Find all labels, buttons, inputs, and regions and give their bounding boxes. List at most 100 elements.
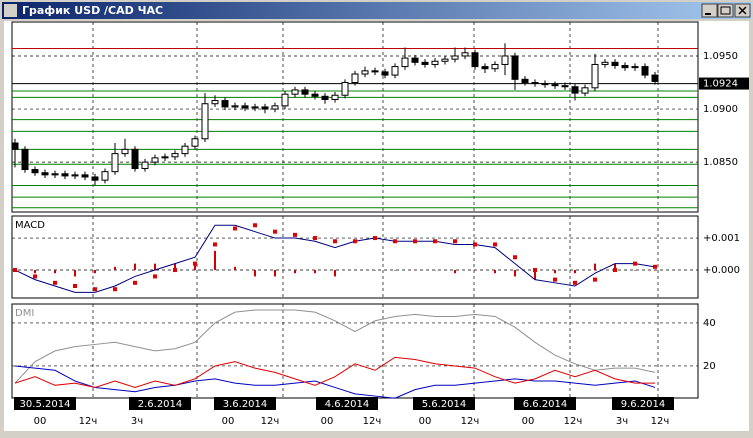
signal-dot — [313, 236, 317, 241]
candle-body — [451, 55, 459, 60]
histogram-bar — [174, 263, 176, 271]
time-axis: 30.5.2014 2.6.2014 3.6.2014 4.6.2014 5.6.201… — [14, 397, 674, 427]
histogram-bar — [434, 270, 436, 271]
histogram-bar — [534, 270, 536, 280]
candle-body — [561, 85, 569, 88]
date-label: 5.6.2014 — [422, 399, 467, 410]
candle-body — [511, 55, 519, 80]
hour-label: 3ч — [131, 416, 143, 427]
hour-label: 00 — [522, 416, 535, 427]
candle-body — [391, 66, 399, 76]
histogram-bar — [194, 263, 196, 271]
last-price-label: 1.0924 — [703, 79, 738, 90]
candle-body — [591, 63, 599, 89]
signal-dot — [453, 239, 457, 244]
histogram-bar — [654, 270, 656, 271]
candle-body — [71, 174, 79, 177]
histogram-bar — [494, 270, 496, 274]
candle-body — [411, 57, 419, 63]
window-icon — [4, 4, 17, 17]
candle-body — [141, 161, 149, 169]
dmi-pane — [11, 303, 699, 399]
candle-body — [421, 61, 429, 65]
candle-body — [551, 84, 559, 87]
candle-body — [21, 148, 29, 171]
candle-body — [131, 148, 139, 169]
signal-dot — [13, 268, 17, 273]
histogram-bar — [254, 270, 256, 277]
window-title: График USD /CAD ЧАС — [22, 4, 163, 17]
candle-body — [481, 66, 489, 70]
candle-body — [371, 70, 379, 73]
histogram-bar — [334, 270, 336, 277]
candle-body — [351, 73, 359, 84]
candle-body — [261, 106, 269, 110]
signal-dot — [533, 268, 537, 273]
histogram-bar — [374, 270, 376, 271]
candle-body — [571, 86, 579, 94]
candle-body — [51, 173, 59, 176]
date-label-box — [316, 397, 378, 410]
candle-body — [521, 78, 529, 84]
minimize-button[interactable] — [701, 3, 718, 18]
hour-label: 12ч — [564, 416, 583, 427]
candle-body — [461, 52, 469, 57]
plots: 1.0950 1.0900 1.0850 1.0924 +0.001 +0.000 40 20 — [11, 43, 749, 399]
histogram-bar — [634, 270, 636, 271]
histogram-bar — [94, 270, 96, 274]
signal-dot — [213, 242, 217, 247]
candle-body — [311, 93, 319, 97]
candle-body — [601, 61, 609, 65]
candle-body — [201, 103, 209, 140]
candle-body — [231, 105, 239, 108]
candle-body — [341, 82, 349, 96]
histogram-bar — [74, 270, 76, 277]
candle-body — [531, 82, 539, 85]
signal-dot — [113, 287, 117, 292]
date-label-box — [14, 397, 76, 410]
signal-dot — [613, 268, 617, 273]
candle-body — [541, 83, 549, 86]
signal-dot — [573, 280, 577, 285]
signal-dot — [133, 280, 137, 285]
histogram-bar — [354, 270, 356, 271]
candle-body — [221, 100, 229, 108]
signal-dot — [413, 239, 417, 244]
candle-body — [11, 142, 19, 150]
signal-dot — [173, 268, 177, 273]
signal-dot — [553, 277, 557, 282]
window-buttons — [701, 3, 751, 18]
title-bar — [2, 2, 751, 19]
histogram-bar — [514, 270, 516, 277]
signal-dot — [513, 255, 517, 260]
candle-body — [211, 100, 219, 105]
date-label: 4.6.2014 — [325, 399, 370, 410]
candle-body — [361, 70, 369, 75]
candle-body — [441, 58, 449, 62]
y-tick-label: +0.001 — [703, 233, 740, 244]
histogram-bar — [34, 270, 36, 274]
signal-dot — [393, 239, 397, 244]
date-label-box — [129, 397, 191, 410]
histogram-bar — [394, 270, 396, 271]
candle-body — [491, 63, 499, 70]
candle-body — [41, 172, 49, 176]
maximize-button[interactable] — [717, 3, 734, 18]
candle-body — [241, 105, 249, 109]
histogram-bar — [554, 270, 556, 274]
date-label-box — [413, 397, 475, 410]
hour-label: 12ч — [261, 416, 280, 427]
candle-body — [161, 156, 169, 159]
candle-body — [331, 94, 339, 100]
signal-dot — [373, 236, 377, 241]
indicator-line — [14, 309, 656, 384]
candle-body — [621, 65, 629, 69]
y-tick-label: 1.0850 — [703, 157, 738, 168]
candle-body — [581, 87, 589, 94]
candle-body — [121, 148, 129, 155]
dmi-title: DMI — [15, 308, 34, 319]
candle-body — [611, 61, 619, 67]
candle-body — [431, 60, 439, 65]
date-label: 30.5.2014 — [20, 399, 71, 410]
